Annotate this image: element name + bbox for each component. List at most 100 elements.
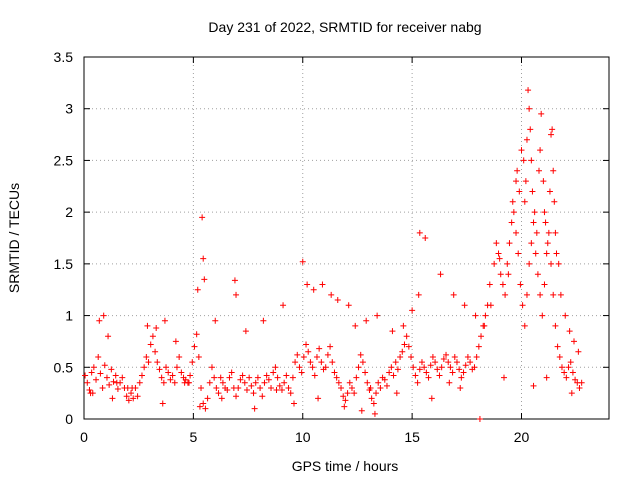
data-point [324,351,331,358]
data-point [228,369,235,376]
y-tick-label: 3 [65,101,73,117]
data-point [534,271,541,278]
data-point [576,384,583,391]
data-point [516,188,523,195]
y-tick-label: 3.5 [54,49,74,65]
x-tick-label: 20 [514,429,530,445]
data-point [123,393,130,400]
data-point [201,276,208,283]
data-point [352,322,359,329]
data-point [159,400,166,407]
data-point [449,369,456,376]
data-point [149,333,156,340]
data-point [204,395,211,402]
data-point [533,229,540,236]
data-point [513,229,520,236]
data-point [528,157,535,164]
data-point [154,359,161,366]
data-point [178,369,185,376]
data-point [206,379,213,386]
data-point [105,333,112,340]
data-point [546,188,553,195]
data-point [437,271,444,278]
data-point [567,359,574,366]
data-point [530,219,537,226]
data-point [371,410,378,417]
data-point [270,369,277,376]
x-tick-label: 15 [404,429,420,445]
data-point [315,395,322,402]
data-point [200,400,207,407]
data-point [423,369,430,376]
data-point [476,416,483,422]
data-point [161,317,168,324]
data-point [100,312,107,319]
data-point [518,147,525,154]
data-point [571,338,577,345]
data-points [82,87,585,422]
data-point [218,395,225,402]
data-point [173,364,180,371]
data-point [416,366,423,373]
data-point [447,364,454,371]
data-point [259,393,266,400]
data-point [536,167,542,174]
data-point [542,219,549,226]
data-point [412,372,419,379]
data-point [383,382,390,389]
data-point [233,291,240,298]
data-point [338,384,345,391]
data-point [208,364,215,371]
data-point [508,219,515,226]
data-point [212,317,219,324]
data-point [389,328,396,335]
data-point [401,341,408,348]
data-point [278,387,285,394]
data-point [526,260,533,267]
data-point [331,369,338,376]
data-point [191,343,198,350]
data-point [509,198,516,205]
data-point [344,390,351,397]
data-point [537,147,544,154]
data-point [410,364,417,371]
data-point [211,374,218,381]
data-point [300,353,307,360]
data-point [478,333,485,340]
data-point [400,322,407,329]
data-point [90,364,97,371]
data-point [457,384,464,391]
data-point [422,235,429,241]
data-point [415,291,422,298]
data-point [265,376,272,383]
data-point [368,395,375,402]
data-point [187,372,194,379]
data-point [550,167,557,174]
data-point [171,379,178,386]
data-point [438,364,445,371]
data-point [467,359,474,366]
data-point [486,281,493,288]
data-point [499,281,506,288]
y-tick-label: 0.5 [54,359,74,375]
data-point [540,178,547,185]
data-point [514,167,521,174]
data-point [472,312,479,319]
data-point [556,353,563,360]
data-point [106,381,113,388]
data-point [521,198,528,205]
data-point [568,390,575,397]
data-point [304,281,311,288]
data-point [394,366,401,373]
data-point [443,351,450,358]
data-point [113,379,120,386]
data-point [268,384,275,391]
data-point [381,376,388,383]
data-point [363,317,370,324]
data-point [136,379,143,386]
data-point [432,359,439,366]
data-point [291,400,297,407]
data-point [505,271,512,278]
data-point [434,366,441,373]
data-point [451,353,458,360]
